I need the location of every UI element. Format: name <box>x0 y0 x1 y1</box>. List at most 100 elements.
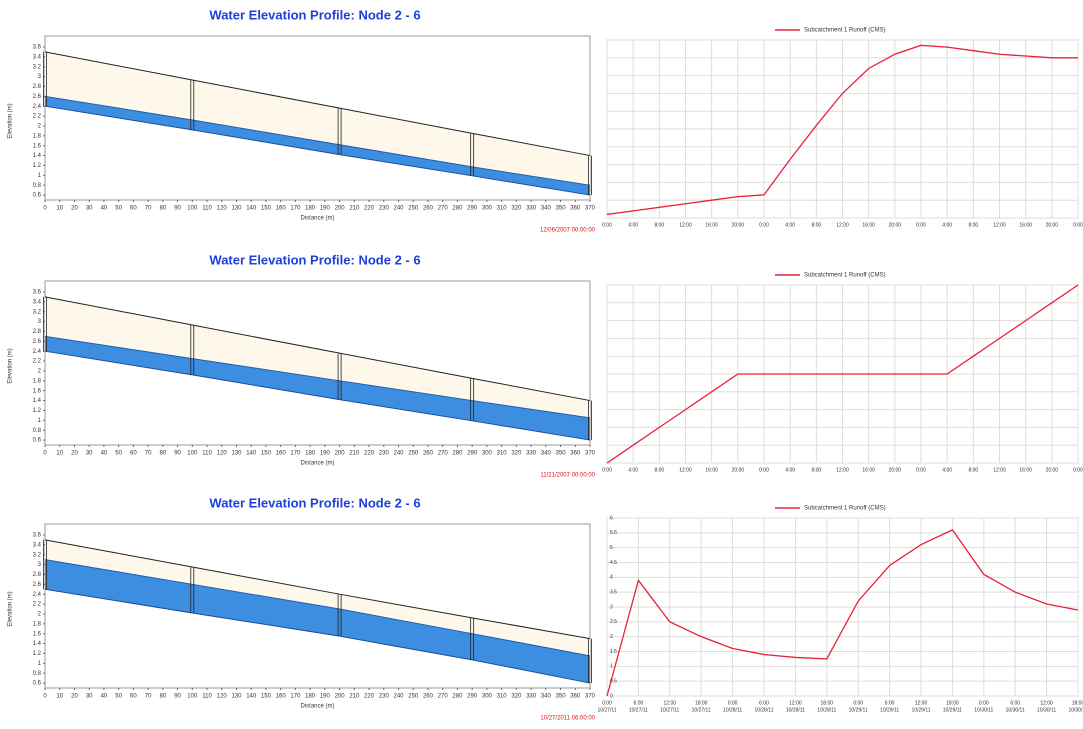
y-tick-label: 3.4 <box>33 54 42 60</box>
x-tick-label: 170 <box>290 694 301 700</box>
y-tick-label: 1 <box>38 173 42 179</box>
x-tick-label: 8:00 <box>811 222 821 228</box>
y-axis-label: Elevation (m) <box>8 591 14 626</box>
x-tick-label: 90 <box>174 451 181 457</box>
x-tick-label: 80 <box>159 451 166 457</box>
x-tick-label: 18:00 <box>1072 700 1083 706</box>
y-tick-label: 2 <box>38 124 42 130</box>
x-tick-label: 280 <box>452 451 463 457</box>
y-tick-label: 2.2 <box>33 114 42 120</box>
water-line <box>44 95 591 186</box>
x-tick-label: 40 <box>101 206 108 212</box>
y-tick-label: 1 <box>38 661 42 667</box>
x-tick-label: 20 <box>71 206 78 212</box>
y-tick-label: 2.8 <box>33 84 42 90</box>
x-tick-label: 100 <box>187 206 198 212</box>
y-tick-label: 1 <box>610 664 613 670</box>
x-tick-label: 4:00 <box>785 222 795 228</box>
ground-fill <box>45 51 590 186</box>
x-tick-label: 4:00 <box>785 467 795 473</box>
x-tick-label: 12:00 <box>1040 700 1053 706</box>
y-tick-label: 2.4 <box>33 349 42 355</box>
x-tick-label: 20:00 <box>889 467 902 473</box>
x-tick-label: 250 <box>408 206 419 212</box>
x-tick-date: 10/27/11 <box>660 707 679 713</box>
x-tick-label: 260 <box>423 206 434 212</box>
x-tick-label: 50 <box>115 451 122 457</box>
x-tick-label: 230 <box>379 451 390 457</box>
x-tick-label: 370 <box>585 206 596 212</box>
x-tick-label: 300 <box>482 694 493 700</box>
x-tick-label: 310 <box>497 694 508 700</box>
water-fill <box>45 336 590 441</box>
x-tick-label: 130 <box>231 451 242 457</box>
x-tick-label: 20:00 <box>732 222 745 228</box>
x-tick-label: 290 <box>467 451 478 457</box>
y-tick-label: 1.2 <box>33 651 42 657</box>
x-tick-label: 80 <box>159 206 166 212</box>
x-tick-label: 12:00 <box>679 467 692 473</box>
x-tick-label: 140 <box>246 451 257 457</box>
ground-line <box>44 539 591 640</box>
x-tick-label: 230 <box>379 694 390 700</box>
y-tick-label: 6 <box>610 515 613 521</box>
x-tick-label: 60 <box>130 451 137 457</box>
x-tick-label: 90 <box>174 694 181 700</box>
y-tick-label: 4.5 <box>610 560 617 566</box>
y-tick-label: 2.6 <box>33 339 42 345</box>
x-tick-label: 8:00 <box>968 467 978 473</box>
x-tick-label: 210 <box>349 694 360 700</box>
ground-fill <box>45 539 590 656</box>
x-tick-label: 20:00 <box>732 467 745 473</box>
x-tick-label: 110 <box>202 206 212 212</box>
x-tick-label: 0:00 <box>728 700 738 706</box>
y-tick-label: 1.6 <box>33 143 42 149</box>
x-tick-label: 0:00 <box>602 222 612 228</box>
y-tick-label: 2.5 <box>610 619 617 625</box>
x-tick-label: 4:00 <box>942 222 952 228</box>
x-tick-label: 130 <box>231 694 242 700</box>
y-tick-label: 1.2 <box>33 163 42 169</box>
y-tick-label: 3 <box>38 319 42 325</box>
y-tick-label: 2 <box>38 369 42 375</box>
y-tick-label: 0.8 <box>33 428 42 434</box>
x-tick-label: 12:00 <box>993 467 1006 473</box>
x-tick-label: 6:00 <box>634 700 644 706</box>
x-tick-date: 10/30/11 <box>974 707 993 713</box>
x-tick-label: 330 <box>526 451 537 457</box>
x-tick-label: 80 <box>159 694 166 700</box>
y-tick-label: 1.5 <box>610 649 617 655</box>
chart-title: Water Elevation Profile: Node 2 - 6 <box>209 495 420 510</box>
x-tick-date: 10/29/11 <box>880 707 899 713</box>
y-tick-label: 2.8 <box>33 329 42 335</box>
x-tick-label: 120 <box>217 206 228 212</box>
x-tick-label: 300 <box>482 451 493 457</box>
x-tick-label: 0:00 <box>853 700 863 706</box>
y-tick-label: 1.6 <box>33 631 42 637</box>
x-tick-date: 10/28/11 <box>723 707 742 713</box>
x-tick-label: 120 <box>217 451 228 457</box>
x-tick-label: 240 <box>394 451 405 457</box>
x-tick-label: 140 <box>246 206 257 212</box>
x-tick-label: 370 <box>585 451 596 457</box>
water-fill <box>45 559 590 684</box>
x-tick-label: 290 <box>467 206 478 212</box>
y-tick-label: 3.2 <box>33 552 42 558</box>
x-tick-label: 110 <box>202 694 212 700</box>
x-tick-date: 10/29/11 <box>943 707 962 713</box>
x-tick-label: 30 <box>86 206 93 212</box>
x-tick-label: 200 <box>335 206 346 212</box>
x-tick-label: 60 <box>130 206 137 212</box>
x-tick-label: 310 <box>497 451 508 457</box>
x-tick-date: 10/28/11 <box>754 707 773 713</box>
y-tick-label: 2 <box>38 612 42 618</box>
y-tick-label: 2.8 <box>33 572 42 578</box>
x-tick-label: 12:00 <box>836 222 849 228</box>
x-tick-label: 120 <box>217 694 228 700</box>
x-tick-label: 12:00 <box>789 700 802 706</box>
x-tick-label: 320 <box>511 694 522 700</box>
x-tick-label: 70 <box>145 694 152 700</box>
y-tick-label: 5 <box>610 545 613 551</box>
x-tick-label: 280 <box>452 206 463 212</box>
